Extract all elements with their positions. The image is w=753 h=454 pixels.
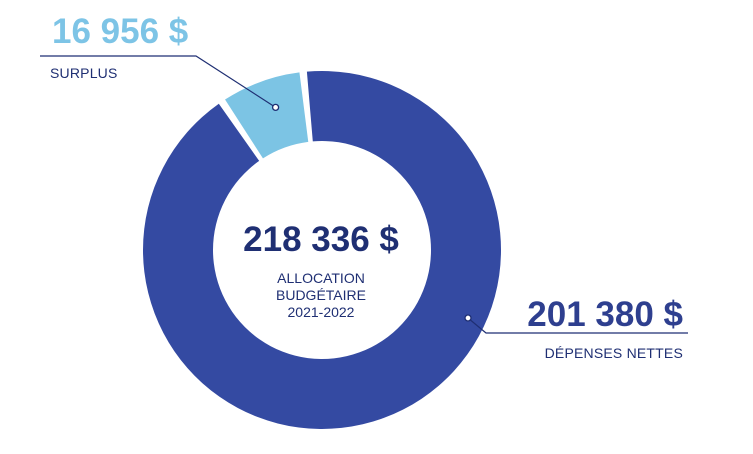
- center-total: 218 336 $ ALLOCATION BUDGÉTAIRE 2021-202…: [221, 222, 421, 321]
- center-label-line-3: 2021-2022: [287, 304, 355, 320]
- leader-lines: [40, 55, 688, 334]
- depenses-nettes-value: 201 380 $: [527, 295, 683, 334]
- surplus-value: 16 956 $: [52, 12, 189, 51]
- center-label-line-1: ALLOCATION: [277, 270, 365, 286]
- center-label-line-2: BUDGÉTAIRE: [276, 287, 366, 303]
- surplus-leader-line: [40, 55, 276, 108]
- depenses-marker: [464, 314, 472, 322]
- depenses-nettes-label: DÉPENSES NETTES: [544, 345, 683, 361]
- surplus-marker: [271, 103, 280, 112]
- surplus-label: SURPLUS: [50, 65, 118, 81]
- surplus-slice: [225, 72, 309, 159]
- depenses-nettes-slice: [143, 71, 502, 429]
- donut-slices: [143, 71, 502, 429]
- depenses-leader-line: [467, 317, 688, 334]
- total-allocation-value: 218 336 $: [243, 220, 399, 259]
